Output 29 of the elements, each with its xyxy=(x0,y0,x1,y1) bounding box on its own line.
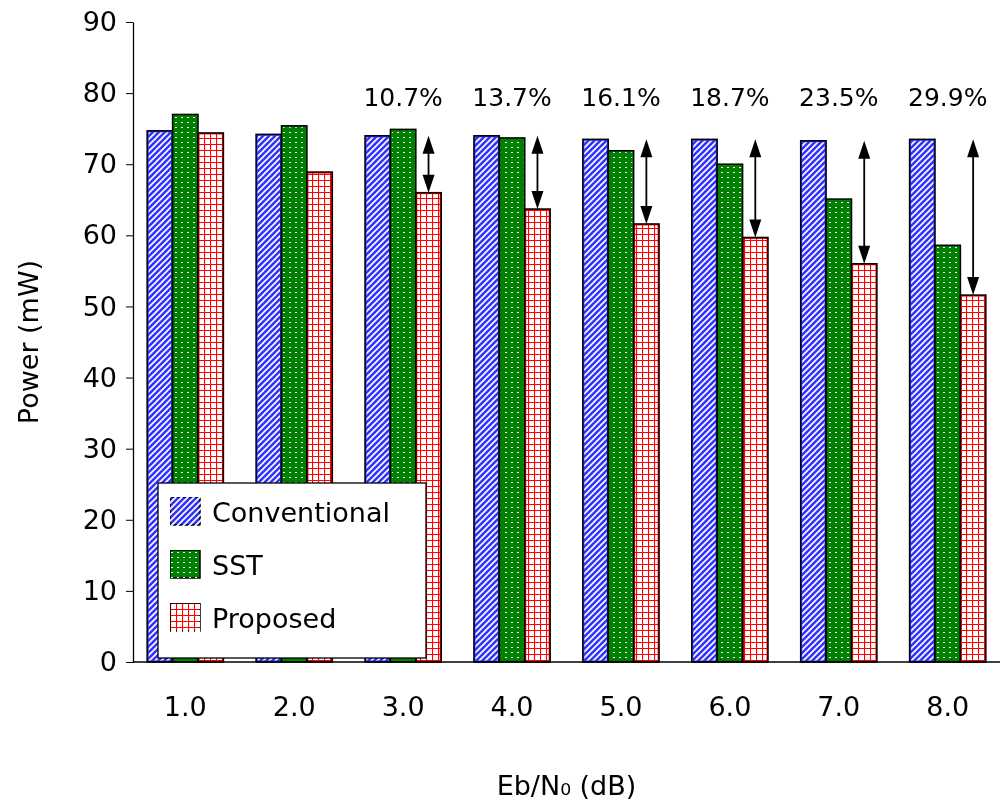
legend-label: Conventional xyxy=(212,497,390,528)
y-tick-label: 50 xyxy=(82,290,117,322)
y-tick-label: 10 xyxy=(82,575,117,607)
y-tick-label: 60 xyxy=(82,219,117,251)
x-tick-label: 8.0 xyxy=(926,691,970,723)
y-axis-title: Power (mW) xyxy=(13,259,44,425)
legend-label: Proposed xyxy=(212,603,337,634)
y-tick-label: 30 xyxy=(82,432,117,464)
y-tick-label: 70 xyxy=(82,148,117,180)
annotation: 16.1% xyxy=(581,83,661,112)
y-tick-label: 20 xyxy=(82,503,117,535)
x-tick-label: 6.0 xyxy=(708,691,752,723)
x-tick-label: 4.0 xyxy=(490,691,534,723)
x-axis-title: Eb/N₀ (dB) xyxy=(496,770,637,801)
annotation: 18.7% xyxy=(690,83,770,112)
x-tick-label: 5.0 xyxy=(599,691,643,723)
annotation: 23.5% xyxy=(799,83,879,112)
y-tick-label: 90 xyxy=(82,6,117,38)
annotation: 10.7% xyxy=(363,83,443,112)
y-tick-label: 40 xyxy=(82,361,117,393)
y-tick-label: 80 xyxy=(82,77,117,109)
x-tick-label: 1.0 xyxy=(163,691,207,723)
annotation: 29.9% xyxy=(908,83,988,112)
legend-label: SST xyxy=(212,550,264,581)
x-tick-label: 3.0 xyxy=(381,691,425,723)
y-tick-label: 0 xyxy=(99,646,117,678)
x-tick-label: 7.0 xyxy=(817,691,861,723)
annotation: 13.7% xyxy=(472,83,552,112)
x-tick-label: 2.0 xyxy=(272,691,316,723)
